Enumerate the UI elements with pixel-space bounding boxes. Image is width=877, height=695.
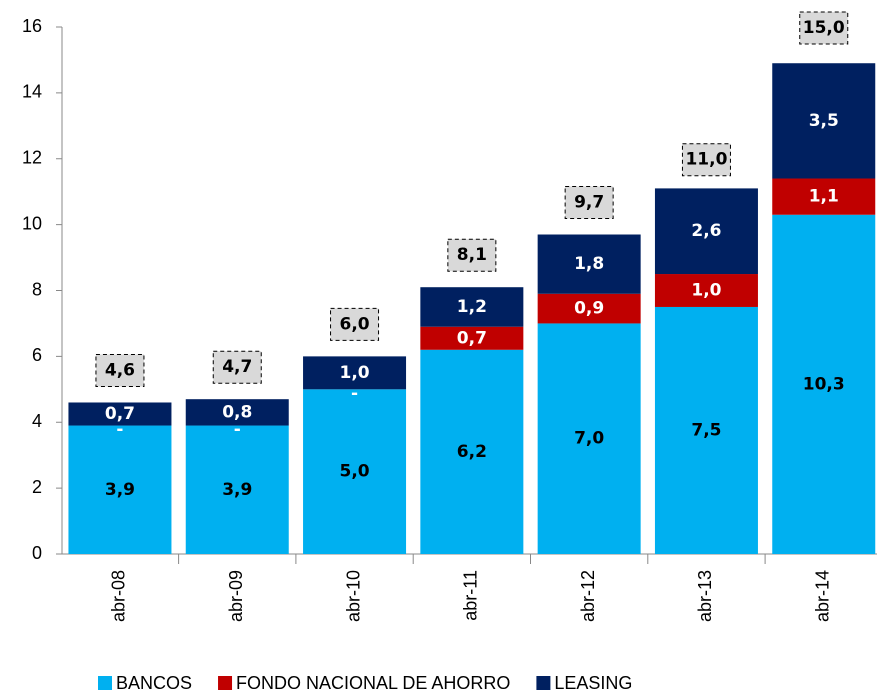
data-label: 0,9 [574,299,604,319]
data-label: 3,5 [809,111,839,131]
total-label: 15,0 [803,18,845,38]
total-label: 8,1 [457,245,487,265]
y-tick-label: 4 [32,411,42,431]
bar-segment [537,323,641,554]
data-label: 5,0 [339,462,369,482]
total-box [447,238,497,272]
data-label: 1,1 [809,187,839,207]
x-tick-label: abr-11 [461,570,481,621]
legend-swatch [218,676,233,690]
bar-segment [185,399,289,426]
data-label: 3,9 [222,480,252,500]
bar-segment [772,214,876,554]
bar-segment [654,274,758,307]
legend-label: BANCOS [116,673,192,693]
data-label: 0,7 [457,328,487,348]
total-box [330,307,380,341]
y-tick-label: 14 [22,82,42,102]
data-label: 7,0 [574,429,604,449]
bar-segment [303,356,407,390]
bar-segment [185,425,289,554]
bar-segment [772,178,876,215]
data-label: - [234,420,241,440]
bar-segment [68,402,172,426]
data-label: 10,3 [803,374,845,394]
x-tick-label: abr-10 [343,570,363,622]
total-label: 4,6 [105,360,135,380]
y-tick-label: 10 [22,213,42,233]
data-label: 1,8 [574,254,604,274]
bar-segment [772,63,876,179]
x-tick-label: abr-14 [813,570,833,622]
data-label: 1,0 [691,281,721,301]
data-label: 6,2 [457,442,487,462]
data-label: 0,8 [222,402,252,422]
y-tick-label: 6 [32,345,42,365]
data-label: 0,7 [105,404,135,424]
bar-segment [68,425,172,554]
y-tick-label: 0 [32,543,42,563]
data-label: - [351,383,358,403]
data-label: 7,5 [691,420,721,440]
y-tick-label: 12 [22,148,42,168]
total-label: 9,7 [574,193,604,213]
bar-segment [420,287,524,327]
x-tick-label: abr-13 [695,570,715,622]
total-label: 11,0 [685,150,727,170]
bar-segment [654,188,758,275]
bar-segment [537,234,641,294]
bar-segment [537,293,641,324]
bar-segment [303,389,407,554]
total-label: 6,0 [339,314,369,334]
y-tick-label: 2 [32,477,42,497]
legend-label: FONDO NACIONAL DE AHORRO [236,673,510,693]
total-box [212,350,262,384]
total-box [799,11,849,45]
x-tick-label: abr-12 [578,570,598,622]
total-box [95,353,145,387]
total-box [564,186,614,220]
y-tick-label: 8 [32,279,42,299]
bar-segment [654,306,758,554]
bar-segment [420,326,524,350]
legend-swatch [98,676,112,690]
data-label: 1,0 [339,363,369,383]
data-label: 1,2 [457,297,487,317]
total-box [681,143,731,177]
y-tick-label: 16 [22,16,42,36]
legend-swatch [536,676,551,690]
bar-segment [420,349,524,554]
x-tick-label: abr-09 [226,570,246,622]
total-label: 4,7 [222,357,252,377]
data-label: - [116,420,123,440]
data-label: 3,9 [105,480,135,500]
x-tick-label: abr-08 [109,570,129,622]
data-label: 2,6 [691,221,721,241]
legend-label: LEASING [554,673,632,693]
